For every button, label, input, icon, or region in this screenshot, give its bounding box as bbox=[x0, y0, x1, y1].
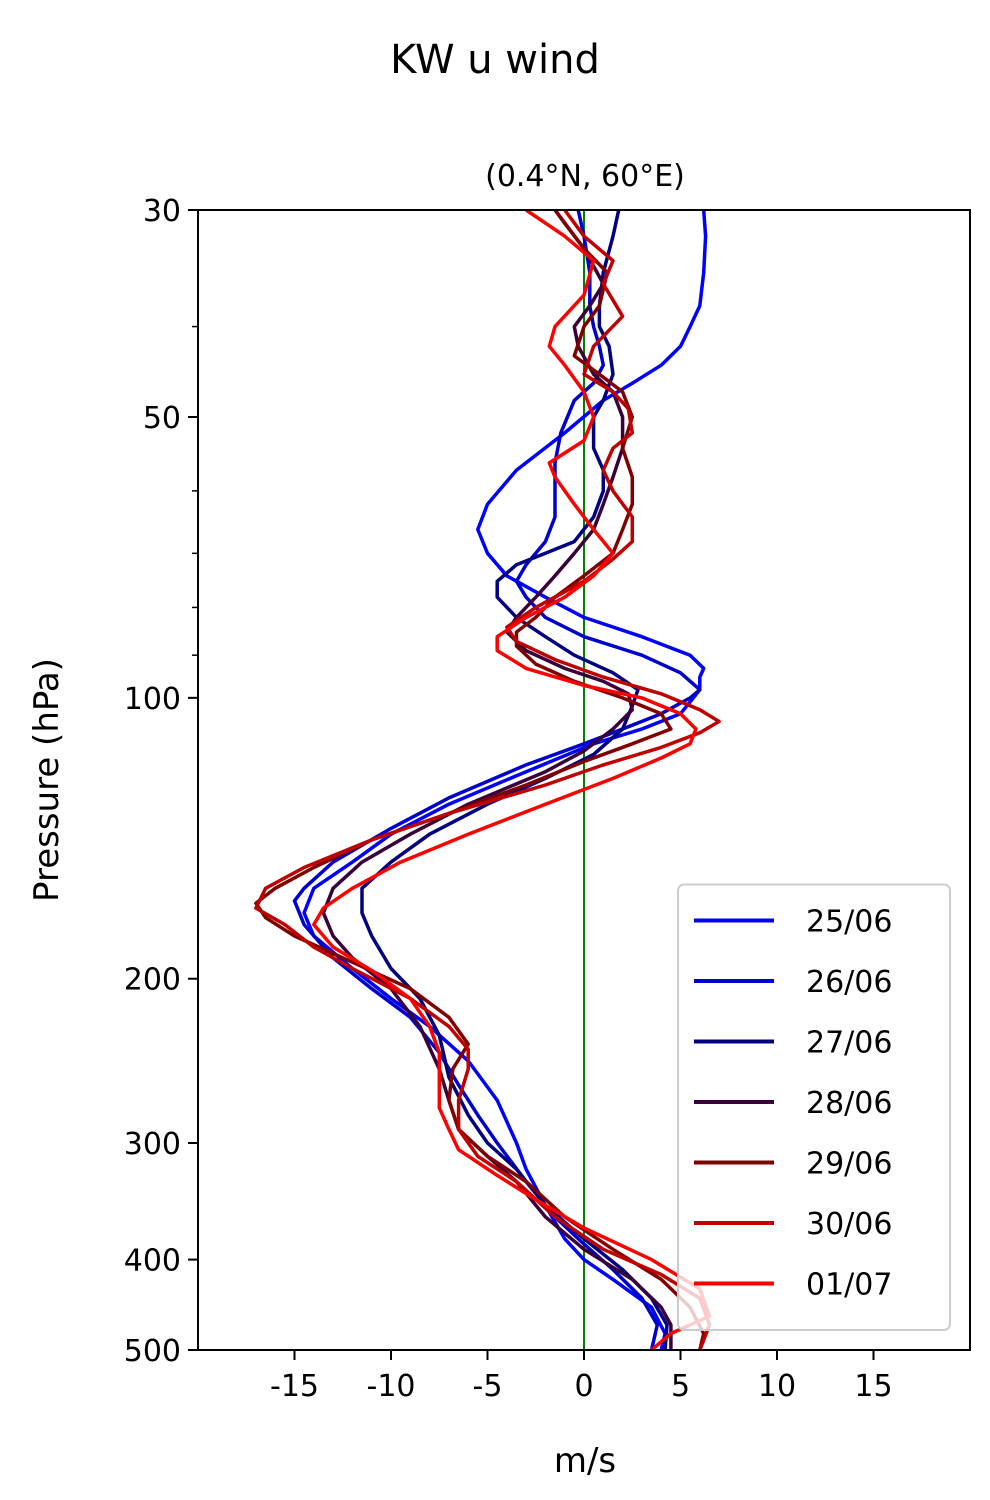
legend-label: 27/06 bbox=[806, 1026, 892, 1061]
x-tick-label: 0 bbox=[574, 1369, 593, 1404]
x-tick-label: 10 bbox=[758, 1369, 796, 1404]
x-tick-label: -10 bbox=[367, 1369, 416, 1404]
series-line-7 bbox=[312, 210, 712, 1350]
y-tick-label: 500 bbox=[124, 1334, 181, 1369]
legend-label: 26/06 bbox=[806, 965, 892, 1000]
x-tick-label: 5 bbox=[671, 1369, 690, 1404]
y-tick-label: 400 bbox=[124, 1244, 181, 1279]
legend-label: 29/06 bbox=[806, 1147, 892, 1182]
y-axis-label: Pressure (hPa) bbox=[27, 658, 67, 902]
legend-label: 01/07 bbox=[806, 1268, 892, 1303]
legend: 25/06 26/06 27/06 28/06 29/06 30/06 01/07 bbox=[677, 883, 951, 1331]
x-tick-label: -5 bbox=[473, 1369, 503, 1404]
y-tick-label: 300 bbox=[124, 1127, 181, 1162]
legend-label: 30/06 bbox=[806, 1207, 892, 1242]
plot-area: -15 -10 -5 0 5 10 15 30 50 100 200 300 400 500 bbox=[124, 194, 971, 1404]
y-tick-label: 100 bbox=[124, 682, 181, 717]
legend-box bbox=[677, 883, 951, 1331]
y-tick-label: 50 bbox=[143, 401, 181, 436]
series-line-6 bbox=[254, 210, 721, 1350]
axes-title: (0.4°N, 60°E) bbox=[485, 159, 685, 194]
x-axis-label: m/s bbox=[554, 1441, 616, 1481]
x-tick-label: -15 bbox=[270, 1369, 319, 1404]
legend-label: 28/06 bbox=[806, 1086, 892, 1121]
y-tick-label: 200 bbox=[124, 963, 181, 998]
series-line-4 bbox=[321, 210, 673, 1350]
y-tick-label: 30 bbox=[143, 194, 181, 229]
x-tick-label: 15 bbox=[854, 1369, 892, 1404]
legend-label: 25/06 bbox=[806, 905, 892, 940]
figure-title: KW u wind bbox=[390, 37, 600, 83]
series-lines bbox=[254, 210, 721, 1350]
